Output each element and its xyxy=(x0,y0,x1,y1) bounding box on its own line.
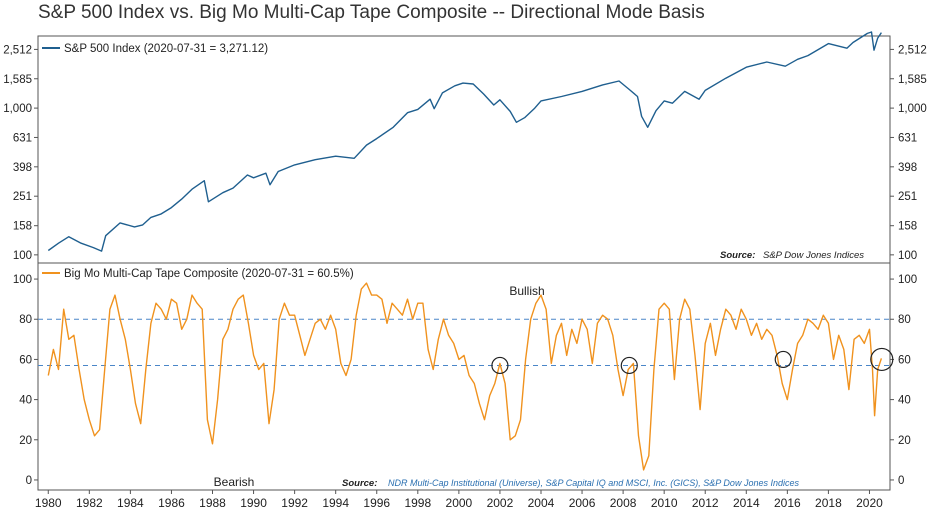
chart-marks: 100 100 158 158 251 251 398 398 631 631 1,000 1,000… xyxy=(3,31,927,510)
bottom-ytick-left-label: 40 xyxy=(19,395,32,407)
top-source-label: Source: xyxy=(720,250,755,261)
bottom-ytick-left-label: 0 xyxy=(26,475,32,487)
top-ytick-right-label: 631 xyxy=(898,132,917,144)
x-tick-label: 1986 xyxy=(158,496,185,510)
top-ytick-right-label: 100 xyxy=(898,250,917,262)
bottom-ytick-left-label: 20 xyxy=(19,435,32,447)
x-tick-label: 1996 xyxy=(363,496,390,510)
top-ytick-left-label: 631 xyxy=(13,132,32,144)
x-tick-label: 2016 xyxy=(774,496,801,510)
top-ytick-left-label: 100 xyxy=(13,250,32,262)
top-ytick-left-label: 398 xyxy=(13,162,32,174)
x-tick-label: 1980 xyxy=(35,496,62,510)
bottom-source: Source: NDR Multi-Cap Institutional (Uni… xyxy=(342,478,799,489)
bottom-panel-frame xyxy=(37,262,891,491)
x-tick-label: 2012 xyxy=(692,496,719,510)
bottom-ytick-left-label: 100 xyxy=(13,274,32,286)
bottom-ytick-right-label: 40 xyxy=(898,395,911,407)
bottom-ytick-right-label: 60 xyxy=(898,354,911,366)
sp500-series-line xyxy=(47,31,882,252)
x-tick-label: 1984 xyxy=(117,496,144,510)
x-tick-label: 2018 xyxy=(815,496,842,510)
bottom-legend: Big Mo Multi-Cap Tape Composite (2020-07… xyxy=(42,268,354,280)
x-tick-label: 1998 xyxy=(404,496,431,510)
top-source-text: S&P Dow Jones Indices xyxy=(763,250,864,261)
top-ytick-right-label: 1,000 xyxy=(898,103,927,115)
bottom-legend-label: Big Mo Multi-Cap Tape Composite (2020-07… xyxy=(64,268,354,280)
bottom-ytick-right-label: 20 xyxy=(898,435,911,447)
chart-title: S&P 500 Index vs. Big Mo Multi-Cap Tape … xyxy=(38,2,705,23)
highlight-circle xyxy=(620,356,638,375)
top-ytick-right-label: 1,585 xyxy=(898,74,927,86)
top-ytick-left-label: 158 xyxy=(13,221,32,233)
top-ytick-left-label: 2,512 xyxy=(3,44,32,56)
x-tick-label: 2006 xyxy=(569,496,596,510)
top-ytick-left-label: 1,000 xyxy=(3,103,32,115)
top-ytick-right-label: 158 xyxy=(898,221,917,233)
x-tick-label: 2000 xyxy=(446,496,473,510)
top-legend-label: S&P 500 Index (2020-07-31 = 3,271.12) xyxy=(64,43,268,55)
bottom-source-label: Source: xyxy=(342,478,377,489)
highlight-circle xyxy=(491,356,509,375)
x-tick-label: 2010 xyxy=(651,496,678,510)
bottom-ytick-right-label: 80 xyxy=(898,314,911,326)
bottom-ytick-left-label: 80 xyxy=(19,314,32,326)
x-tick-label: 2008 xyxy=(610,496,637,510)
top-panel-frame xyxy=(37,35,891,264)
bottom-ytick-right-label: 100 xyxy=(898,274,917,286)
big-mo-series-line xyxy=(47,282,883,471)
bottom-ytick-left-label: 60 xyxy=(19,354,32,366)
top-legend: S&P 500 Index (2020-07-31 = 3,271.12) xyxy=(42,43,268,55)
x-tick-label: 2020 xyxy=(856,496,883,510)
top-ytick-left-label: 1,585 xyxy=(3,74,32,86)
highlight-circle xyxy=(774,350,792,369)
x-tick-label: 1988 xyxy=(199,496,226,510)
x-tick-label: 1992 xyxy=(281,496,308,510)
bearish-label: Bearish xyxy=(214,475,255,489)
top-ytick-right-label: 398 xyxy=(898,162,917,174)
x-tick-label: 2014 xyxy=(733,496,760,510)
bottom-ytick-right-label: 0 xyxy=(898,475,904,487)
top-ytick-right-label: 2,512 xyxy=(898,44,927,56)
x-tick-label: 1994 xyxy=(322,496,349,510)
top-ytick-right-label: 251 xyxy=(898,191,917,203)
top-source: Source: S&P Dow Jones Indices xyxy=(720,250,864,261)
x-tick-label: 1982 xyxy=(76,496,103,510)
x-tick-label: 2002 xyxy=(487,496,514,510)
x-tick-label: 1990 xyxy=(240,496,267,510)
highlight-circle xyxy=(870,347,894,372)
bullish-label: Bullish xyxy=(509,284,544,298)
bottom-source-text: NDR Multi-Cap Institutional (Universe), … xyxy=(388,478,799,488)
x-tick-label: 2004 xyxy=(528,496,555,510)
top-ytick-left-label: 251 xyxy=(13,191,32,203)
